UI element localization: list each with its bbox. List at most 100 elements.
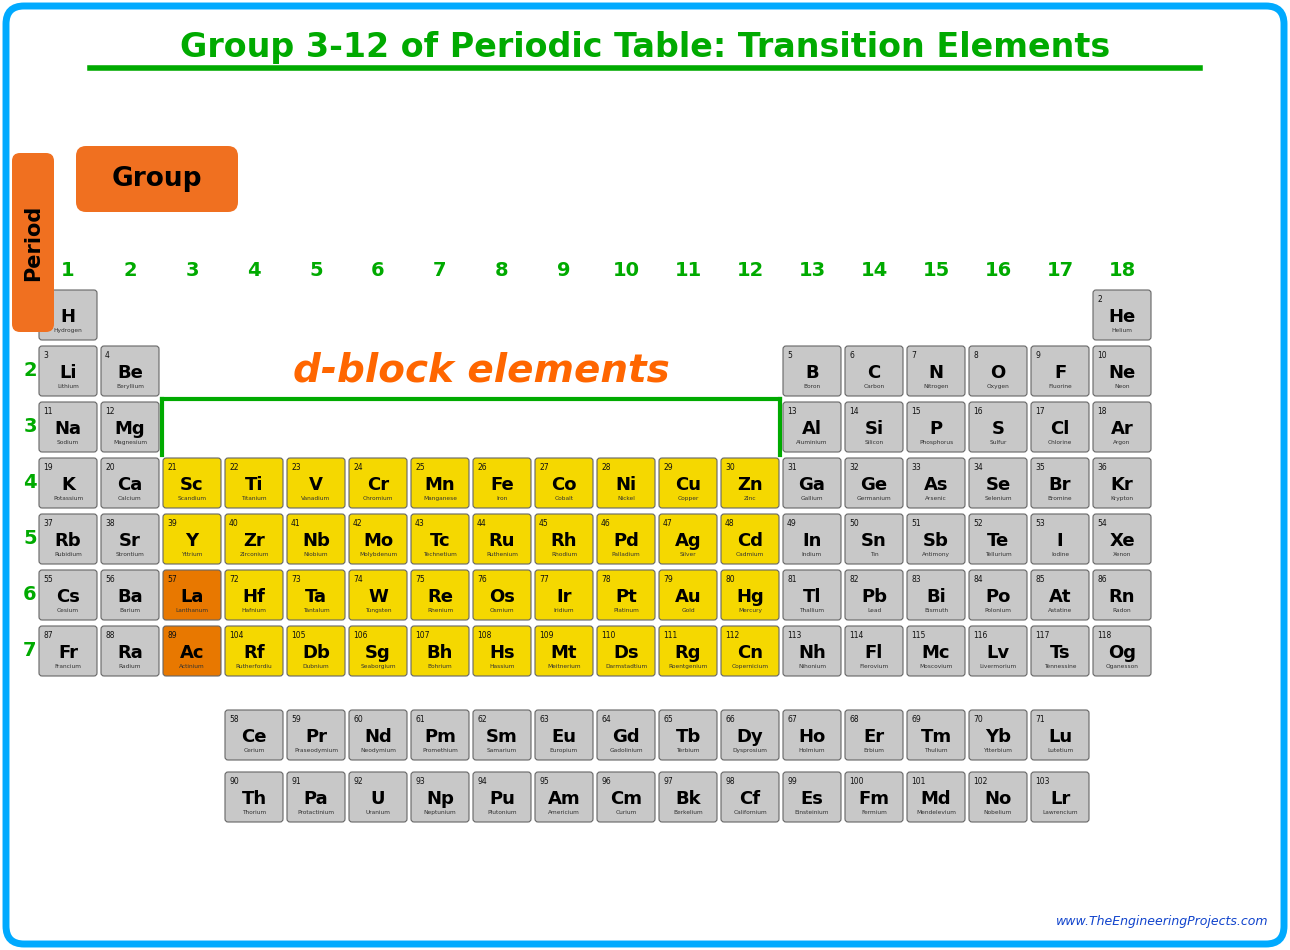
Text: 8: 8 bbox=[495, 260, 508, 279]
Text: 5: 5 bbox=[787, 351, 792, 360]
Text: U: U bbox=[370, 790, 386, 808]
Text: 6: 6 bbox=[372, 260, 384, 279]
Text: Sb: Sb bbox=[924, 532, 949, 550]
FancyBboxPatch shape bbox=[783, 402, 841, 452]
FancyBboxPatch shape bbox=[101, 514, 159, 564]
FancyBboxPatch shape bbox=[1093, 458, 1151, 508]
Text: Si: Si bbox=[864, 420, 884, 438]
Text: 25: 25 bbox=[415, 463, 424, 472]
Text: 97: 97 bbox=[663, 777, 673, 786]
Text: Eu: Eu bbox=[552, 728, 577, 746]
Text: Ta: Ta bbox=[304, 588, 326, 606]
Text: 2: 2 bbox=[23, 362, 37, 381]
FancyBboxPatch shape bbox=[1031, 346, 1089, 396]
Text: Ar: Ar bbox=[1111, 420, 1134, 438]
Text: Pm: Pm bbox=[424, 728, 455, 746]
FancyBboxPatch shape bbox=[907, 514, 965, 564]
Text: Berkelium: Berkelium bbox=[673, 810, 703, 815]
Text: Es: Es bbox=[801, 790, 823, 808]
Text: Rg: Rg bbox=[675, 644, 702, 662]
Text: 6: 6 bbox=[23, 585, 37, 604]
Text: 26: 26 bbox=[477, 463, 486, 472]
Text: Am: Am bbox=[548, 790, 580, 808]
FancyBboxPatch shape bbox=[597, 626, 655, 676]
Text: Hydrogen: Hydrogen bbox=[54, 328, 83, 333]
Text: Nd: Nd bbox=[364, 728, 392, 746]
Text: 93: 93 bbox=[415, 777, 424, 786]
FancyBboxPatch shape bbox=[224, 772, 283, 822]
Text: 1: 1 bbox=[43, 295, 48, 304]
Text: 91: 91 bbox=[292, 777, 301, 786]
Text: 17: 17 bbox=[1035, 407, 1045, 416]
Text: Copper: Copper bbox=[677, 496, 699, 501]
Text: 14: 14 bbox=[860, 260, 888, 279]
Text: Californium: Californium bbox=[733, 810, 766, 815]
FancyBboxPatch shape bbox=[350, 772, 408, 822]
Text: Cadmium: Cadmium bbox=[735, 552, 764, 557]
Text: 12: 12 bbox=[737, 260, 764, 279]
FancyBboxPatch shape bbox=[1093, 514, 1151, 564]
Text: 68: 68 bbox=[849, 715, 859, 724]
Text: Vanadium: Vanadium bbox=[302, 496, 330, 501]
Text: Actinium: Actinium bbox=[179, 664, 205, 669]
Text: Magnesium: Magnesium bbox=[114, 440, 147, 445]
Text: Cs: Cs bbox=[55, 588, 80, 606]
FancyBboxPatch shape bbox=[659, 626, 717, 676]
Text: Tl: Tl bbox=[802, 588, 822, 606]
Text: 15: 15 bbox=[911, 407, 921, 416]
Text: H: H bbox=[61, 308, 76, 326]
FancyBboxPatch shape bbox=[101, 402, 159, 452]
Text: Tellurium: Tellurium bbox=[984, 552, 1011, 557]
Text: 15: 15 bbox=[922, 260, 949, 279]
Text: 55: 55 bbox=[43, 575, 53, 584]
FancyBboxPatch shape bbox=[224, 626, 283, 676]
FancyBboxPatch shape bbox=[783, 458, 841, 508]
Text: Bi: Bi bbox=[926, 588, 946, 606]
Text: Er: Er bbox=[863, 728, 885, 746]
Text: 19: 19 bbox=[43, 463, 53, 472]
Text: Argon: Argon bbox=[1113, 440, 1130, 445]
FancyBboxPatch shape bbox=[39, 290, 97, 340]
FancyBboxPatch shape bbox=[659, 458, 717, 508]
Text: As: As bbox=[924, 476, 948, 494]
Text: Mg: Mg bbox=[115, 420, 146, 438]
Text: Zr: Zr bbox=[243, 532, 264, 550]
FancyBboxPatch shape bbox=[412, 772, 470, 822]
Text: Nb: Nb bbox=[302, 532, 330, 550]
Text: 38: 38 bbox=[104, 519, 115, 528]
Text: Yttrium: Yttrium bbox=[182, 552, 203, 557]
FancyBboxPatch shape bbox=[907, 772, 965, 822]
Text: 29: 29 bbox=[663, 463, 672, 472]
FancyBboxPatch shape bbox=[412, 626, 470, 676]
FancyBboxPatch shape bbox=[597, 570, 655, 620]
FancyBboxPatch shape bbox=[350, 570, 408, 620]
Text: B: B bbox=[805, 364, 819, 382]
Text: 45: 45 bbox=[539, 519, 548, 528]
Text: Ne: Ne bbox=[1108, 364, 1135, 382]
FancyBboxPatch shape bbox=[412, 458, 470, 508]
Text: 12: 12 bbox=[104, 407, 115, 416]
Text: 90: 90 bbox=[230, 777, 239, 786]
FancyBboxPatch shape bbox=[6, 6, 1284, 944]
Text: Lutetium: Lutetium bbox=[1047, 748, 1073, 753]
FancyBboxPatch shape bbox=[535, 514, 593, 564]
FancyBboxPatch shape bbox=[1093, 570, 1151, 620]
Text: 94: 94 bbox=[477, 777, 486, 786]
FancyBboxPatch shape bbox=[721, 570, 779, 620]
Text: 18: 18 bbox=[1108, 260, 1135, 279]
Text: Beryllium: Beryllium bbox=[116, 384, 144, 389]
Text: Neodymium: Neodymium bbox=[360, 748, 396, 753]
Text: He: He bbox=[1108, 308, 1135, 326]
Text: Fe: Fe bbox=[490, 476, 513, 494]
Text: Oganesson: Oganesson bbox=[1106, 664, 1139, 669]
Text: Period: Period bbox=[23, 204, 43, 280]
Text: 69: 69 bbox=[911, 715, 921, 724]
Text: V: V bbox=[310, 476, 322, 494]
FancyBboxPatch shape bbox=[845, 710, 903, 760]
Text: Rubidium: Rubidium bbox=[54, 552, 83, 557]
FancyBboxPatch shape bbox=[907, 570, 965, 620]
FancyBboxPatch shape bbox=[659, 570, 717, 620]
Text: 17: 17 bbox=[1046, 260, 1073, 279]
Text: P: P bbox=[929, 420, 943, 438]
Text: 56: 56 bbox=[104, 575, 115, 584]
